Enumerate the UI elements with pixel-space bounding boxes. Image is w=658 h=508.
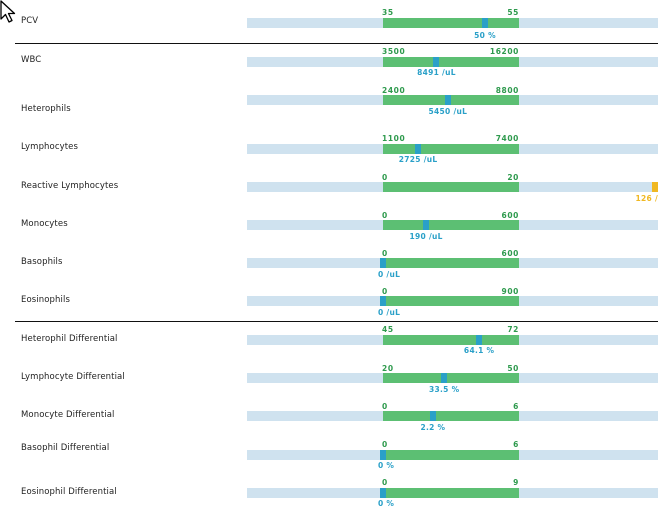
- normal-range-bar: [383, 488, 519, 498]
- range-high-label: 8800: [495, 86, 519, 95]
- normal-range-bar: [383, 95, 519, 105]
- normal-range-bar: [383, 335, 519, 345]
- value-marker: [441, 373, 448, 383]
- normal-range-bar: [383, 57, 519, 67]
- range-low-label: 0: [382, 249, 388, 258]
- row-label: Heterophils: [21, 104, 71, 114]
- normal-range-bar: [383, 296, 519, 306]
- value-label: 190 /uL: [409, 232, 443, 241]
- value-marker: [380, 450, 386, 460]
- range-high-label: 9: [513, 478, 519, 487]
- normal-range-bar: [383, 450, 519, 460]
- range-low-label: 0: [382, 478, 388, 487]
- value-marker: [380, 296, 386, 306]
- value-marker: [482, 18, 488, 28]
- range-high-label: 50: [507, 364, 519, 373]
- range-low-label: 0: [382, 402, 388, 411]
- range-low-label: 0: [382, 440, 388, 449]
- value-label: 2.2 %: [420, 423, 446, 432]
- row-label: Basophils: [21, 257, 63, 267]
- normal-range-bar: [383, 220, 519, 230]
- range-low-label: 2400: [382, 86, 406, 95]
- row-label: WBC: [21, 55, 42, 65]
- row-label: Eosinophil Differential: [21, 487, 117, 497]
- normal-range-bar: [383, 182, 519, 192]
- value-marker: [380, 258, 386, 268]
- range-low-label: 0: [382, 287, 388, 296]
- range-high-label: 7400: [495, 134, 519, 143]
- row-label: Basophil Differential: [21, 443, 110, 453]
- range-low-label: 0: [382, 173, 388, 182]
- normal-range-bar: [383, 144, 519, 154]
- value-label: 8491 /uL: [417, 68, 456, 77]
- value-label: 126 /: [635, 194, 658, 203]
- value-marker: [652, 182, 658, 192]
- value-marker: [415, 144, 422, 154]
- range-high-label: 20: [507, 173, 519, 182]
- range-high-label: 72: [507, 325, 519, 334]
- range-high-label: 600: [501, 249, 519, 258]
- range-low-label: 1100: [382, 134, 406, 143]
- range-low-label: 3500: [382, 47, 406, 56]
- row-label: Heterophil Differential: [21, 334, 118, 344]
- row-label: Lymphocyte Differential: [21, 372, 125, 382]
- value-label: 33.5 %: [428, 385, 460, 394]
- value-marker: [423, 220, 430, 230]
- value-label: 0 %: [378, 461, 395, 470]
- normal-range-bar: [383, 373, 519, 383]
- range-high-label: 55: [507, 8, 519, 17]
- value-label: 5450 /uL: [428, 107, 468, 116]
- range-low-label: 35: [382, 8, 394, 17]
- value-marker: [476, 335, 483, 345]
- row-label: PCV: [21, 16, 39, 26]
- value-label: 2725 /uL: [398, 155, 438, 164]
- row-label: Lymphocytes: [21, 142, 79, 152]
- value-label: 0 /uL: [378, 270, 401, 279]
- range-high-label: 6: [513, 440, 519, 449]
- row-label: Reactive Lymphocytes: [21, 181, 119, 191]
- value-marker: [429, 411, 436, 421]
- range-low-label: 45: [382, 325, 394, 334]
- value-label: 64.1 %: [463, 346, 495, 355]
- normal-range-bar: [383, 258, 519, 268]
- row-label: Monocyte Differential: [21, 410, 115, 420]
- range-high-label: 6: [513, 402, 519, 411]
- range-high-label: 16200: [489, 47, 519, 56]
- range-high-label: 600: [501, 211, 519, 220]
- row-label: Monocytes: [21, 219, 68, 229]
- section-divider: [15, 43, 658, 44]
- value-marker: [444, 95, 451, 105]
- range-high-label: 900: [501, 287, 519, 296]
- value-marker: [433, 57, 440, 67]
- range-low-label: 20: [382, 364, 394, 373]
- normal-range-bar: [383, 411, 519, 421]
- value-label: 0 /uL: [378, 308, 401, 317]
- range-low-label: 0: [382, 211, 388, 220]
- normal-range-bar: [383, 18, 519, 28]
- row-label: Eosinophils: [21, 295, 70, 305]
- mouse-cursor-icon: [0, 0, 16, 23]
- value-label: 50 %: [474, 31, 496, 40]
- value-marker: [380, 488, 386, 498]
- section-divider: [15, 321, 658, 322]
